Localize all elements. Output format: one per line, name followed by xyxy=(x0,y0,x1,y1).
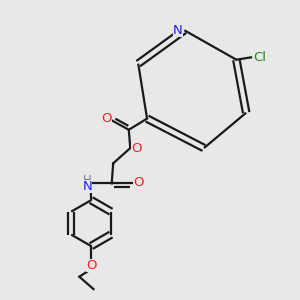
Text: H: H xyxy=(83,174,92,187)
Text: O: O xyxy=(86,259,96,272)
Text: N: N xyxy=(83,180,92,193)
Text: N: N xyxy=(173,24,183,37)
Text: O: O xyxy=(101,112,112,125)
Text: O: O xyxy=(131,142,141,155)
Text: O: O xyxy=(133,176,143,189)
Text: Cl: Cl xyxy=(253,51,266,64)
